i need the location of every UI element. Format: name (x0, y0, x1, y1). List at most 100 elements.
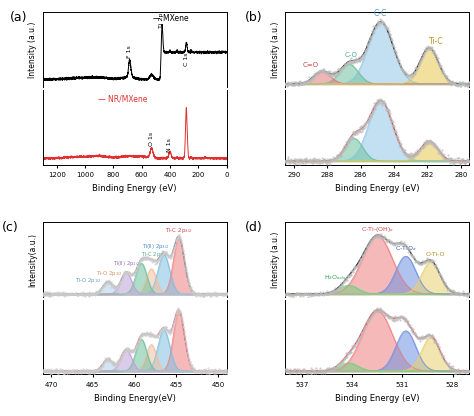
Point (413, 146, 421, 153)
Point (367, 36, 374, 42)
Point (128, 272, 135, 278)
Point (429, 47, 437, 54)
Point (321, 157, 328, 164)
Point (446, 77, 453, 84)
Point (405, 249, 412, 255)
Point (121, 270, 128, 276)
Point (31, 369, 39, 376)
Point (368, 31, 375, 38)
Point (392, 315, 400, 322)
Point (96, 364, 103, 371)
Point (107, 280, 114, 286)
Point (397, 141, 405, 147)
Point (210, 369, 217, 376)
Point (358, 253, 365, 259)
Point (304, 157, 312, 163)
Point (403, 72, 411, 78)
Point (284, 291, 292, 298)
Point (361, 48, 369, 54)
Point (100, 358, 108, 364)
Point (281, 369, 288, 375)
Point (119, 271, 127, 277)
Point (436, 271, 444, 277)
Point (453, 290, 461, 297)
Point (306, 369, 314, 376)
Point (390, 315, 397, 322)
Point (325, 367, 332, 374)
Point (304, 157, 311, 163)
Point (411, 151, 419, 158)
Point (178, 240, 185, 246)
Point (84, 290, 92, 297)
Point (350, 343, 358, 349)
Point (403, 318, 411, 325)
Point (452, 290, 460, 297)
Point (406, 151, 413, 157)
Point (41, 367, 48, 374)
Point (318, 160, 326, 167)
Point (301, 290, 309, 297)
Point (164, 329, 172, 336)
Point (266, 292, 273, 299)
Point (392, 313, 399, 320)
Point (73, 368, 80, 375)
Point (155, 331, 163, 337)
Point (171, 241, 179, 248)
Point (76, 368, 83, 374)
Point (182, 266, 190, 273)
Point (285, 80, 292, 87)
Point (71, 366, 78, 373)
Point (158, 326, 166, 333)
Point (218, 290, 225, 297)
Point (300, 157, 308, 164)
Point (282, 292, 289, 298)
Point (444, 156, 451, 163)
Point (187, 285, 194, 291)
Point (466, 158, 474, 165)
Point (277, 367, 284, 374)
Point (102, 357, 110, 364)
Point (201, 368, 208, 375)
Point (45, 289, 53, 295)
Point (117, 277, 125, 284)
Point (99, 362, 107, 369)
Point (356, 57, 364, 64)
Point (409, 151, 417, 157)
Point (275, 290, 283, 297)
Point (424, 332, 431, 339)
Point (400, 240, 407, 247)
Point (384, 314, 392, 320)
Point (176, 234, 184, 240)
Point (456, 369, 464, 375)
Point (273, 292, 280, 299)
Point (345, 349, 352, 356)
Point (231, 368, 239, 375)
Point (337, 68, 345, 74)
Point (173, 237, 180, 243)
Point (295, 158, 302, 164)
Point (440, 156, 447, 162)
Point (402, 317, 410, 324)
Point (404, 73, 411, 80)
Point (422, 139, 429, 146)
Point (145, 332, 152, 338)
Point (353, 262, 361, 269)
Point (415, 334, 422, 341)
Point (37, 290, 45, 297)
Point (218, 368, 225, 374)
Point (350, 130, 358, 137)
Point (410, 330, 417, 337)
Point (358, 55, 365, 62)
Point (83, 291, 91, 298)
Point (279, 81, 287, 87)
Point (335, 361, 343, 367)
Point (385, 314, 393, 321)
Point (357, 123, 365, 129)
Point (299, 368, 306, 374)
Point (438, 274, 445, 280)
Point (376, 19, 383, 25)
Point (178, 241, 185, 248)
Point (46, 368, 54, 375)
Point (374, 233, 382, 239)
Point (304, 77, 311, 84)
